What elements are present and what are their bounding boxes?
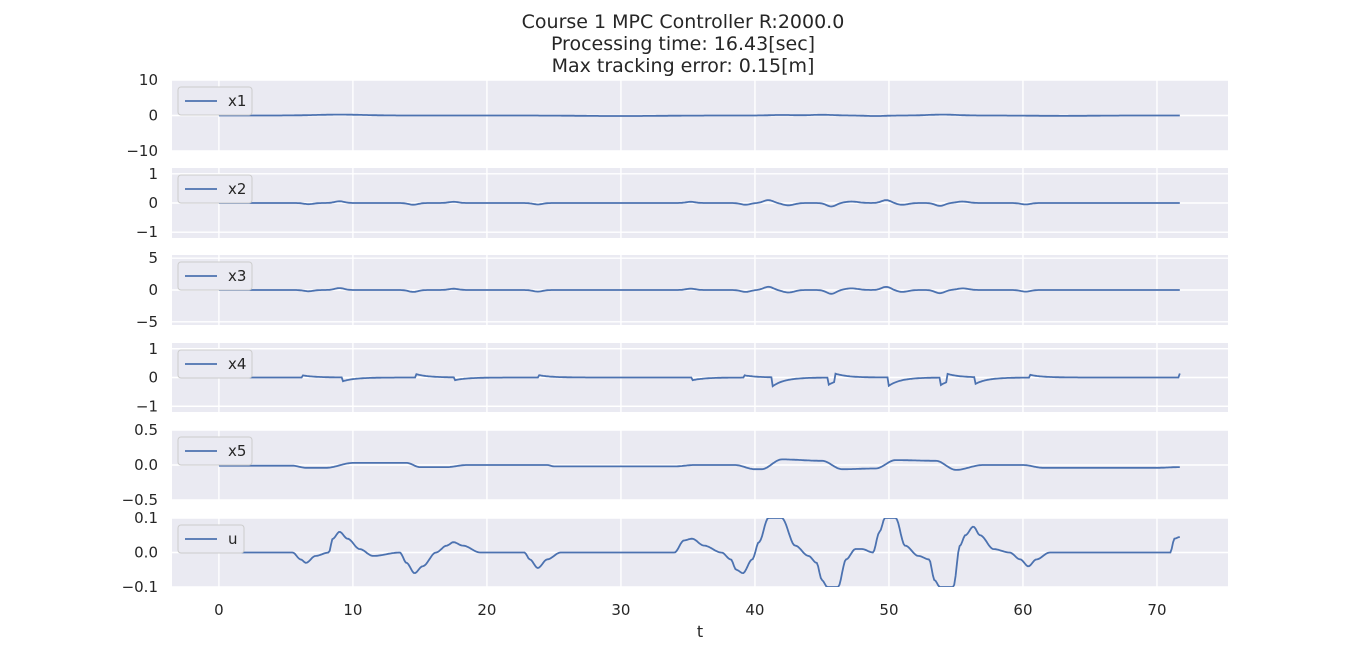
y-tick-label-x1: 10 (139, 71, 158, 89)
x-tick-label: 60 (1013, 601, 1032, 619)
y-tick-label-x2: −1 (136, 223, 158, 241)
y-tick-label-x5: 0.0 (134, 456, 158, 474)
legend-label: x5 (228, 442, 246, 460)
subplot-x3: 5 0 −5 x3 (136, 249, 1228, 331)
x-axis-label: t (697, 622, 703, 641)
title-line-1: Course 1 MPC Controller R:2000.0 (522, 11, 845, 33)
legend-label: x3 (228, 267, 246, 285)
legend-label: u (228, 530, 238, 548)
y-tick-label-x3: −5 (136, 313, 158, 331)
subplot-x2: 1 0 −1 x2 (136, 165, 1228, 241)
series-line-x4 (218, 372, 1181, 388)
y-tick-label-x1: −10 (126, 142, 158, 160)
y-tick-label-u: 0.0 (134, 544, 158, 562)
y-tick-label-u: 0.1 (134, 509, 158, 527)
subplot-x1: 10 0 −10 x1 (126, 71, 1228, 160)
x-tick-label: 20 (477, 601, 496, 619)
legend-label: x1 (228, 92, 246, 110)
legend-x1: x1 (177, 86, 253, 116)
x-tick-label: 50 (879, 601, 898, 619)
y-tick-label-x4: 0 (148, 369, 158, 387)
legend-label: x4 (228, 355, 246, 373)
series-line-x1 (218, 113, 1180, 117)
x-tick-label: 0 (214, 601, 224, 619)
legend-label: x2 (228, 180, 246, 198)
y-tick-label-x5: −0.5 (122, 491, 158, 509)
y-tick-label-x3: 5 (148, 249, 158, 267)
legend-x2: x2 (177, 174, 253, 204)
series-line-x3 (218, 285, 1180, 295)
series-line-u (218, 518, 1180, 587)
x-tick-label: 40 (745, 601, 764, 619)
subplot-x5: 0.5 0.0 −0.5 x5 (122, 421, 1228, 509)
subplot-x4: 1 0 −1 x4 (136, 340, 1228, 415)
title-line-3: Max tracking error: 0.15[m] (552, 55, 815, 77)
y-tick-label-x4: 1 (148, 340, 158, 358)
y-tick-label-x5: 0.5 (134, 421, 158, 439)
x-tick-label: 30 (611, 601, 630, 619)
series-line-x2 (218, 199, 1180, 208)
legend-x4: x4 (177, 349, 253, 379)
x-tick-label: 10 (343, 601, 362, 619)
y-tick-label-u: −0.1 (122, 578, 158, 596)
x-tick-label: 70 (1147, 601, 1166, 619)
y-tick-label-x1: 0 (148, 107, 158, 125)
legend-x5: x5 (177, 436, 253, 466)
figure-title: Course 1 MPC Controller R:2000.0 Process… (522, 11, 845, 77)
legend-u: u (177, 524, 245, 554)
y-tick-label-x4: −1 (136, 397, 158, 415)
subplot-u: 0.1 0.0 −0.1 u (122, 509, 1228, 596)
y-tick-label-x2: 0 (148, 194, 158, 212)
legend-x3: x3 (177, 261, 253, 291)
y-tick-label-x2: 1 (148, 165, 158, 183)
title-line-2: Processing time: 16.43[sec] (551, 33, 815, 55)
subplots: 100−10x110−1x250−5x310−1x40.50.0−0.5x50.… (122, 71, 1228, 619)
y-tick-label-x3: 0 (148, 281, 158, 299)
x-axis-ticks: 0 10 20 30 40 50 60 70 (214, 601, 1166, 619)
series-line-x5 (218, 458, 1180, 471)
